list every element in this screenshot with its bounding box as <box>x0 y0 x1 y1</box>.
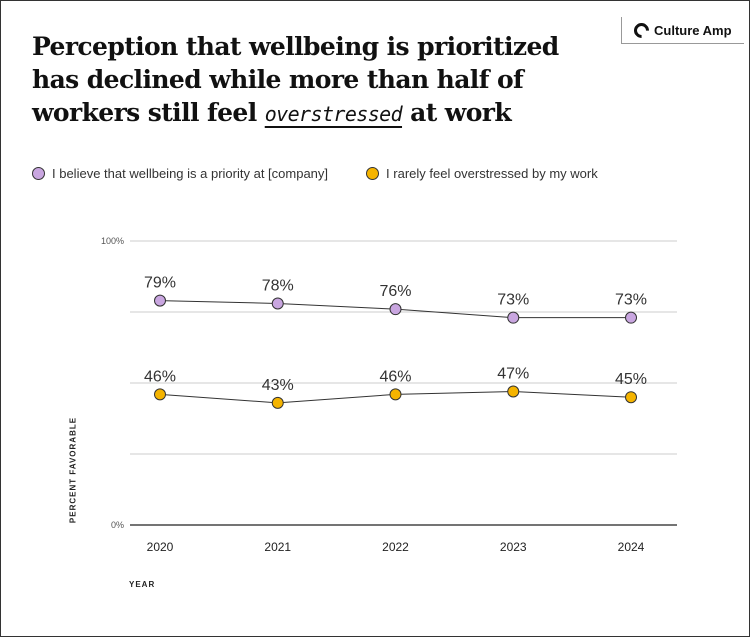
x-tick-label: 2024 <box>618 540 645 554</box>
data-point <box>154 388 166 401</box>
x-tick-label: 2020 <box>147 540 174 554</box>
y-axis-label: PERCENT FAVORABLE <box>68 416 78 524</box>
data-point <box>271 396 284 409</box>
title-part1: Perception that wellbeing is prioritized… <box>32 32 559 127</box>
legend-item-wellbeing: I believe that wellbeing is a priority a… <box>32 166 328 181</box>
data-point <box>625 311 637 324</box>
data-label: 47% <box>497 366 529 383</box>
data-point <box>389 303 402 316</box>
data-label: 79% <box>144 275 176 292</box>
x-tick-label: 2023 <box>500 540 527 554</box>
culture-amp-logo: Culture Amp <box>621 17 744 44</box>
data-point <box>389 388 402 401</box>
y-tick-label: 100% <box>101 236 124 246</box>
data-point <box>507 385 520 398</box>
legend-marker <box>366 167 380 180</box>
x-tick-label: 2021 <box>264 540 291 554</box>
data-label: 43% <box>262 377 294 394</box>
chart-title: Perception that wellbeing is prioritized… <box>32 30 612 131</box>
data-label: 78% <box>262 277 294 294</box>
data-point <box>271 297 284 310</box>
x-axis-label: YEAR <box>129 580 156 589</box>
title-part2: at work <box>402 98 512 127</box>
y-tick-label: 0% <box>111 520 124 530</box>
data-point <box>507 311 520 324</box>
logo-text: Culture Amp <box>654 22 732 38</box>
data-label: 73% <box>497 292 529 309</box>
legend-label: I believe that wellbeing is a priority a… <box>52 166 329 181</box>
data-label: 46% <box>379 368 411 385</box>
data-point <box>625 391 637 404</box>
data-label: 76% <box>379 283 411 300</box>
data-label: 45% <box>615 371 647 388</box>
legend-item-overstressed: I rarely feel overstressed by my work <box>366 166 598 181</box>
legend-marker <box>32 167 45 180</box>
data-label: 46% <box>144 368 176 385</box>
x-tick-label: 2022 <box>382 540 409 554</box>
data-label: 73% <box>615 292 647 309</box>
data-point <box>154 294 166 307</box>
title-highlight: overstressed <box>264 102 403 126</box>
legend: I believe that wellbeing is a priority a… <box>32 166 598 181</box>
legend-label: I rarely feel overstressed by my work <box>386 166 598 181</box>
